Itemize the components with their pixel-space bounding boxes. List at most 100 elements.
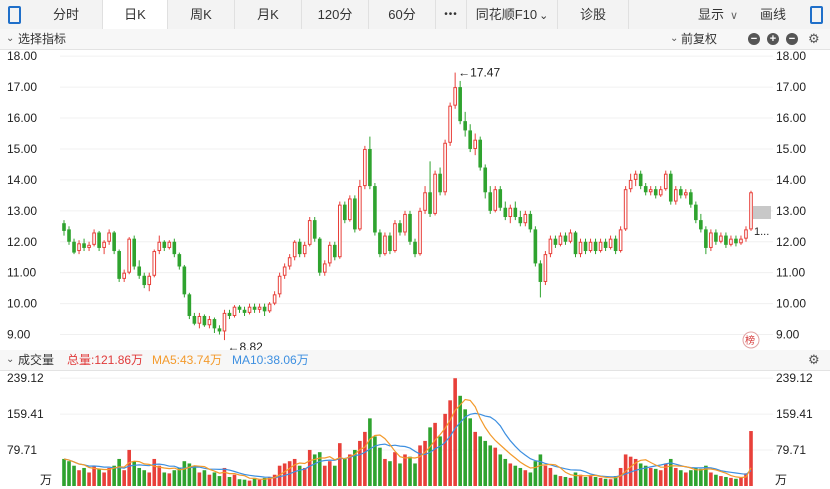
volume-bar <box>684 472 688 486</box>
candle <box>478 136 483 171</box>
volume-bar <box>167 473 172 486</box>
volume-bar <box>202 470 207 486</box>
tab-60min[interactable]: 60分 <box>369 0 436 29</box>
candle-body <box>363 148 367 187</box>
candle-body <box>267 303 272 312</box>
volume-bar <box>277 465 282 486</box>
candle <box>719 232 723 244</box>
candle-body <box>603 241 608 248</box>
chevron-down-icon[interactable]: ⌄ <box>6 354 15 365</box>
chevron-down-icon[interactable]: ⌄ <box>670 33 679 44</box>
collapse-icon[interactable]: − <box>786 33 798 45</box>
candle <box>633 170 638 187</box>
chevron-down-icon[interactable]: ⌄ <box>6 33 15 44</box>
volume-bar <box>317 452 322 486</box>
volume-bar <box>678 470 683 486</box>
tab-monthly-k[interactable]: 月K <box>235 0 302 29</box>
candle-body <box>548 238 553 255</box>
gear-icon[interactable]: ⚙ <box>808 352 820 367</box>
candle-body <box>553 238 558 245</box>
volume-bars <box>62 378 753 486</box>
candle-body <box>428 192 432 214</box>
volume-tick-label: 159.41 <box>7 407 44 421</box>
volume-bar <box>658 470 663 486</box>
volume-bar <box>573 472 578 486</box>
candle <box>473 133 478 156</box>
tab-daily-k[interactable]: 日K <box>103 0 168 29</box>
price-tick-label: 16.00 <box>776 111 806 125</box>
gear-icon[interactable]: ⚙ <box>808 31 820 46</box>
candle-body <box>388 235 392 252</box>
volume-bar <box>207 474 212 486</box>
price-tick-label: 9.00 <box>776 328 800 342</box>
candle <box>187 292 192 320</box>
volume-bar <box>393 452 397 486</box>
candle <box>508 204 513 224</box>
price-tick-label: 17.00 <box>776 80 806 94</box>
candle-body <box>67 229 71 242</box>
volume-bar <box>709 472 713 486</box>
candle <box>127 237 131 275</box>
candle-body <box>673 189 678 202</box>
candle-body <box>518 217 523 224</box>
price-tick-label: 13.00 <box>776 204 806 218</box>
candle <box>518 210 523 227</box>
candle <box>433 170 437 216</box>
volume-chart[interactable]: 239.12 159.41 79.71 239.12 159.41 79.71 万 万 <box>0 371 830 489</box>
f10-dropdown[interactable]: 同花顺F10 ⌄ <box>467 0 558 29</box>
volume-unit-right: 万 <box>775 473 787 487</box>
high-price-label: ←17.47 <box>458 66 500 80</box>
volume-bar <box>553 474 558 486</box>
candle-body <box>663 173 668 190</box>
volume-bar <box>322 465 327 486</box>
volume-bar <box>458 395 462 486</box>
price-tick-label: 16.00 <box>7 111 37 125</box>
right-panel-toggle-icon[interactable] <box>810 6 823 24</box>
price-tick-label: 9.00 <box>7 328 31 342</box>
candle <box>744 226 748 242</box>
candle <box>92 229 96 247</box>
tab-intraday[interactable]: 分时 <box>30 0 103 29</box>
candle <box>739 235 743 245</box>
volume-tick-label: 79.71 <box>776 443 806 457</box>
display-dropdown[interactable]: 显示 ∨ <box>688 0 748 29</box>
tab-weekly-k[interactable]: 周K <box>168 0 235 29</box>
select-indicator-button[interactable]: 选择指标 <box>18 32 67 46</box>
candle-body <box>493 189 498 211</box>
volume-bar <box>197 472 202 486</box>
zoom-out-icon[interactable]: − <box>748 33 760 45</box>
candle <box>714 229 718 245</box>
candle-body <box>658 189 663 196</box>
ranking-badge-icon[interactable] <box>742 331 760 349</box>
candlestick-chart[interactable]: 18.00 17.00 16.00 15.00 14.00 13.00 12.00 11.00… <box>0 50 830 350</box>
price-tick-label: 15.00 <box>7 142 37 156</box>
volume-indicator-label[interactable]: 成交量 <box>18 353 55 367</box>
volume-bar <box>699 468 703 486</box>
candle <box>653 186 658 199</box>
candle <box>87 241 91 252</box>
tab-120min[interactable]: 120分 <box>302 0 369 29</box>
candle-body <box>197 315 202 324</box>
volume-bar <box>257 479 262 486</box>
volume-bar <box>107 467 111 486</box>
candle-body <box>433 173 437 214</box>
volume-bar <box>137 467 142 486</box>
volume-bar <box>262 477 267 486</box>
candle-body <box>72 241 76 253</box>
price-tick-label: 17.00 <box>7 80 37 94</box>
more-periods-button[interactable]: ••• <box>436 0 467 29</box>
price-adjust-dropdown[interactable]: 前复权 <box>681 32 718 46</box>
left-panel-toggle-icon[interactable] <box>8 6 21 24</box>
candle <box>267 302 272 313</box>
volume-bar <box>518 467 523 486</box>
candle-body <box>287 257 292 267</box>
volume-bar <box>533 461 538 486</box>
candle <box>232 305 237 318</box>
candle-body <box>162 241 167 248</box>
price-axis-left: 18.00 17.00 16.00 15.00 14.00 13.00 12.00 11.00… <box>7 50 37 342</box>
volume-bar <box>237 479 242 486</box>
zoom-in-icon[interactable]: + <box>767 33 779 45</box>
draw-line-button[interactable]: 画线 <box>759 7 786 22</box>
stock-diagnosis-button[interactable]: 诊股 <box>558 0 629 29</box>
